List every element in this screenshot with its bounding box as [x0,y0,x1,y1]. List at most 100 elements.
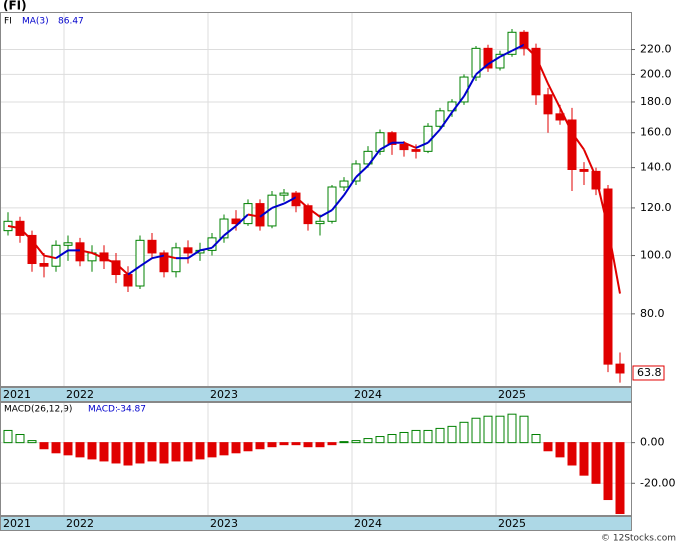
candle-body [327,186,337,222]
macd-bar [27,440,37,444]
ma-line [379,141,393,151]
macd-bar [243,442,253,452]
macd-bar [315,442,325,448]
macd-bar [423,429,433,444]
ma-line [139,257,153,268]
macd-bar [351,440,361,444]
ma-line [31,239,45,257]
ma-line [355,165,369,178]
ma-line [535,56,549,85]
candle-body [183,247,193,254]
ma-line [247,213,261,218]
macd-bar [471,417,481,444]
ma-line [187,249,201,260]
macd-bar [15,434,25,444]
macd-bar [339,441,349,444]
candle-body [519,31,529,49]
x-tick-label: 2023 [210,388,238,401]
y-tick-label: 0.00 [640,436,665,449]
macd-bar [603,442,613,501]
macd-bar [87,442,97,460]
ma-line [91,252,105,260]
legend-ticker: FI [4,17,12,27]
candle-body [39,263,49,267]
macd-bar [447,425,457,444]
candle-body [387,132,397,145]
macd-bar [267,442,277,448]
legend-macd: MACD(26,12,9) [4,405,72,415]
ma-line [235,213,249,227]
candle-body [147,239,157,254]
last-price-box [632,365,665,381]
ma-line [439,111,453,131]
y-tick-label: 220.0 [640,43,672,56]
ma-line [451,95,465,113]
ma-line [127,265,141,276]
candle-body [363,150,373,165]
candle-body [219,218,229,239]
macd-bar [183,442,193,462]
x-tick-label: 2023 [210,517,238,530]
ma-line [343,176,357,196]
macd-bar [63,442,73,456]
candle-body [159,252,169,273]
legend-ma-value: 86.47 [58,17,84,27]
macd-bar [387,434,397,444]
macd-bar [219,442,229,456]
candle-body [471,47,481,78]
macd-bar [291,442,301,446]
macd-bar [591,442,601,484]
candle-body [495,53,505,69]
macd-bar [375,436,385,444]
y-tick-label: 140.0 [640,161,672,174]
candle-body [27,234,37,265]
x-tick-label: 2025 [498,388,526,401]
ma-line [475,63,489,76]
ma-line [103,257,117,265]
macd-bar [519,415,529,444]
candle-body [543,94,553,115]
ma-line [7,224,21,230]
ma-line [283,196,297,205]
x-tick-label: 2022 [66,388,94,401]
ma-line [319,209,333,218]
y-tick-label: 200.0 [640,67,672,80]
macd-bar [327,442,337,446]
macd-bar [615,442,625,515]
macd-bar [255,442,265,450]
legend-ma: MA(3) [22,17,49,27]
ma-line [163,254,177,260]
x-tick-label: 2024 [354,388,382,401]
macd-bar [135,442,145,464]
x-tick-label: 2025 [498,517,526,530]
ma-line [271,202,285,209]
legend-macd-value: -34.87 [117,405,146,415]
candle-body [123,274,133,287]
y-tick-label: 80.0 [640,307,665,320]
macd-bar [3,429,13,444]
ma-line [403,141,417,149]
ma-line [151,254,165,260]
candle-body [483,47,493,69]
chart-title: (FI) [3,0,27,13]
macd-bar [507,413,517,444]
ma-line [223,225,237,237]
candle-body [315,220,325,225]
x-tick-label: 2024 [354,517,382,530]
macd-bar [435,427,445,444]
candle-body [603,188,613,365]
macd-bar [111,442,121,464]
ma-line [43,254,57,260]
macd-bar [147,442,157,462]
macd-bar [363,438,373,444]
macd-bar [459,421,469,444]
macd-bar [171,442,181,462]
macd-bar [531,434,541,444]
candle-body [279,192,289,196]
macd-bar [567,442,577,466]
ma-line [79,249,93,254]
ma-line [547,83,561,109]
macd-bar [543,442,553,452]
candle-body [531,47,541,96]
ma-line [199,246,213,252]
